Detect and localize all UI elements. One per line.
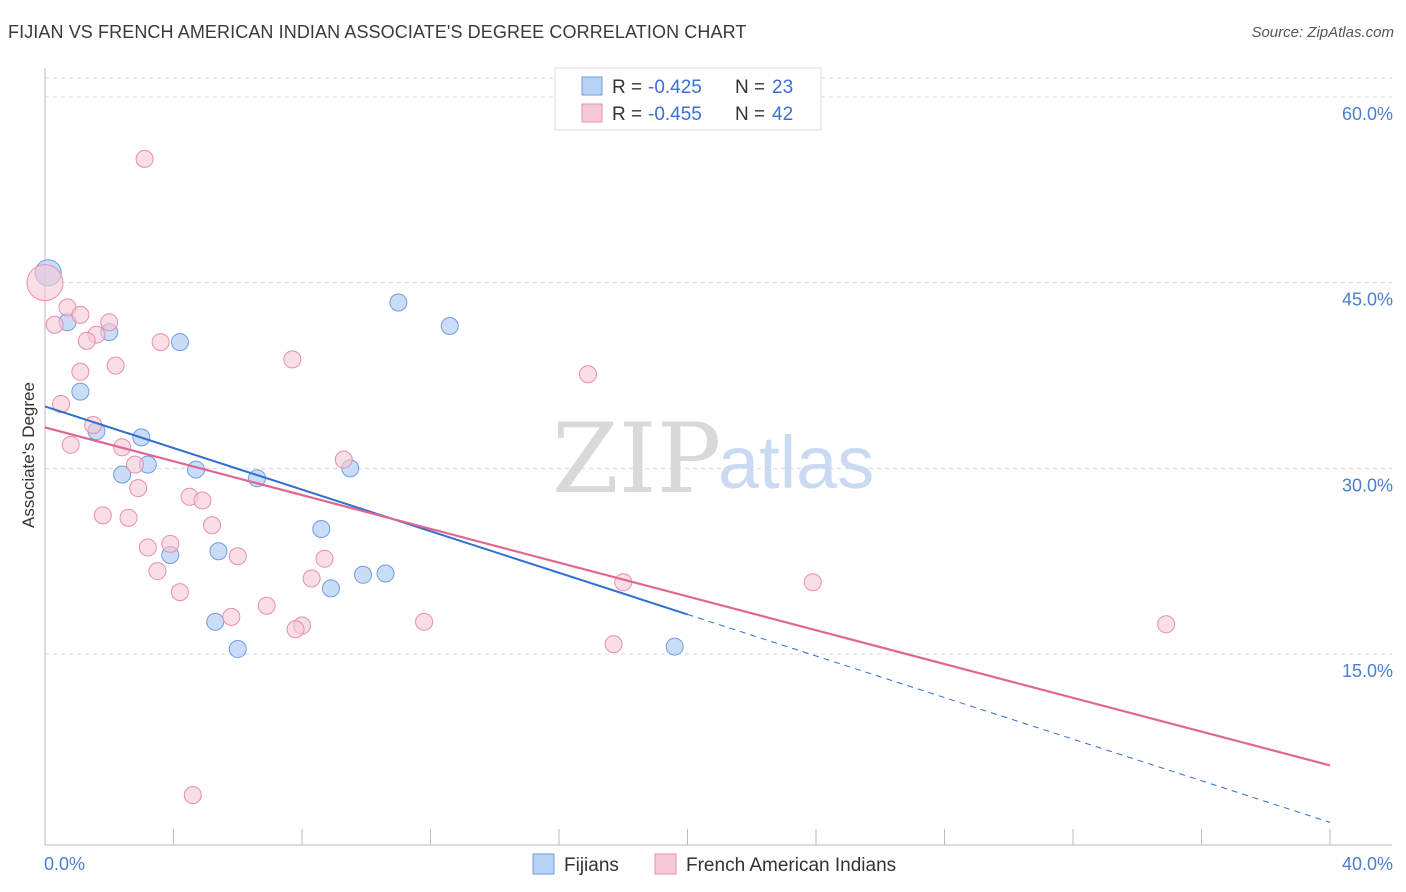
fijian-point [390,294,407,311]
french-point [72,363,89,380]
french-point [120,509,137,526]
french-point [149,563,166,580]
french-point [287,621,304,638]
french-point [316,550,333,567]
bottom-legend: Fijians French American Indians [533,854,896,876]
legend-r-label-french: R = [612,104,642,125]
french-point [152,334,169,351]
fijian-point [229,641,246,658]
watermark-atlas: atlas [718,421,874,504]
watermark: ZIP atlas [552,403,874,515]
y-tick-label: 45.0% [1342,290,1393,310]
french-point [303,570,320,587]
y-tick-label: 15.0% [1342,661,1393,681]
french-point [204,517,221,534]
french-point [1158,616,1175,633]
legend-r-value-fijian: -0.425 [648,77,702,98]
legend-n-label-fijian: N = [735,77,765,98]
fijian-point [313,520,330,537]
bottom-legend-swatch-french [655,854,676,874]
watermark-zip: ZIP [552,403,721,515]
bottom-legend-label-fijian: Fijians [564,855,619,876]
french-point [335,451,352,468]
fijian-point [441,317,458,334]
french-point [605,636,622,653]
x-tick-label: 0.0% [44,854,85,874]
y-axis-label: Associate's Degree [19,382,38,528]
fijian-point [355,566,372,583]
french-point [130,480,147,497]
french-point [72,306,89,323]
french-point [101,314,118,331]
french-point [162,535,179,552]
french-point [136,150,153,167]
french-point [78,332,95,349]
fijian-trend-extension [688,614,1331,822]
french-point [139,539,156,556]
y-tick-label: 60.0% [1342,104,1393,124]
fijian-point [210,543,227,560]
fijian-point [322,580,339,597]
grid-lines [45,78,1392,654]
legend-n-value-french: 42 [772,104,793,125]
french-point [184,787,201,804]
french-point [258,597,275,614]
french-point [107,357,124,374]
fijian-point [666,638,683,655]
french-point [27,265,63,301]
bottom-legend-swatch-fijian [533,854,554,874]
x-tick-label: 40.0% [1342,854,1393,874]
legend-swatch-fijian [582,77,602,95]
fijian-point [72,383,89,400]
legend-r-value-french: -0.455 [648,104,702,125]
fijian-point [207,613,224,630]
french-point [229,548,246,565]
fijian-point [377,565,394,582]
french-point [194,492,211,509]
y-tick-labels: 15.0% 30.0% 45.0% 60.0% [1342,104,1393,681]
fijian-point [171,334,188,351]
french-point [416,613,433,630]
bottom-legend-label-french: French American Indians [686,855,896,876]
french-point [62,436,79,453]
y-tick-label: 30.0% [1342,475,1393,495]
legend-r-label-fijian: R = [612,77,642,98]
top-legend: R = -0.425 N = 23 R = -0.455 N = 42 [555,68,821,130]
french-point [223,608,240,625]
french-point [94,507,111,524]
french-point [804,574,821,591]
french-point [46,316,63,333]
french-point [284,351,301,368]
french-point [126,456,143,473]
scatter-chart: ZIP atlas Associate's Degree 15.0% 30.0% 4… [0,0,1406,892]
french-point [171,584,188,601]
legend-swatch-french [582,104,602,122]
legend-n-label-french: N = [735,104,765,125]
french-point [579,366,596,383]
legend-n-value-fijian: 23 [772,77,793,98]
